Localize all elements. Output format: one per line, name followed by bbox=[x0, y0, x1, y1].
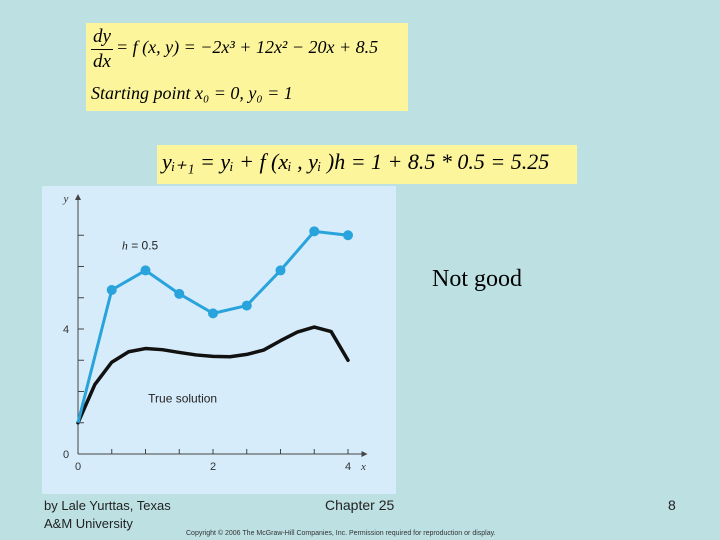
y-tick-label: 0 bbox=[63, 449, 69, 461]
author-credit: by Lale Yurttas, Texas A&M University bbox=[44, 497, 214, 533]
note-text: Not good bbox=[432, 266, 522, 292]
copyright-notice: Copyright © 2006 The McGraw-Hill Compani… bbox=[186, 530, 496, 537]
x-axis-arrow bbox=[361, 451, 368, 457]
euler-series-label: h = 0.5 bbox=[122, 238, 159, 252]
euler-point bbox=[208, 308, 218, 319]
true-solution-line bbox=[76, 325, 350, 425]
derivative-numerator: dy bbox=[93, 26, 111, 47]
page-number: 8 bbox=[668, 497, 676, 513]
ode-equation-box: dy dx = f (x, y) = −2x³ + 12x² − 20x + 8… bbox=[86, 23, 408, 111]
x-axis-label: x bbox=[360, 461, 366, 473]
author-line-2: A&M University bbox=[44, 516, 133, 531]
y-tick-label: 4 bbox=[63, 324, 69, 336]
chapter-label: Chapter 25 bbox=[325, 497, 395, 513]
euler-point bbox=[343, 230, 353, 241]
euler-step-equation: yᵢ₊₁ = yᵢ + f (xᵢ , yᵢ )h = 1 + 8.5 * 0.… bbox=[162, 149, 550, 174]
author-line-1: by Lale Yurttas, Texas bbox=[44, 498, 171, 513]
true-solution-label: True solution bbox=[148, 391, 217, 405]
euler-point bbox=[275, 265, 286, 276]
derivative-fraction: dy dx bbox=[91, 27, 113, 72]
x-tick-label: 4 bbox=[345, 461, 351, 473]
euler-point bbox=[309, 226, 320, 237]
starting-point: Starting point x₀ = 0, y₀ = 1 bbox=[91, 83, 293, 103]
axes bbox=[75, 194, 368, 457]
euler-point bbox=[174, 288, 185, 299]
y-axis-label: y bbox=[63, 193, 69, 205]
x-tick-label: 0 bbox=[75, 461, 81, 473]
derivative-denominator: dx bbox=[93, 51, 111, 72]
euler-point bbox=[106, 284, 117, 295]
euler-point bbox=[241, 300, 252, 311]
x-tick-label: 2 bbox=[210, 461, 216, 473]
euler-step-box: yᵢ₊₁ = yᵢ + f (xᵢ , yᵢ )h = 1 + 8.5 * 0.… bbox=[157, 145, 577, 184]
y-axis-arrow bbox=[75, 194, 81, 200]
ode-rhs: = f (x, y) = −2x³ + 12x² − 20x + 8.5 bbox=[116, 37, 379, 57]
euler-point bbox=[140, 265, 151, 276]
plot-lines bbox=[76, 226, 353, 425]
